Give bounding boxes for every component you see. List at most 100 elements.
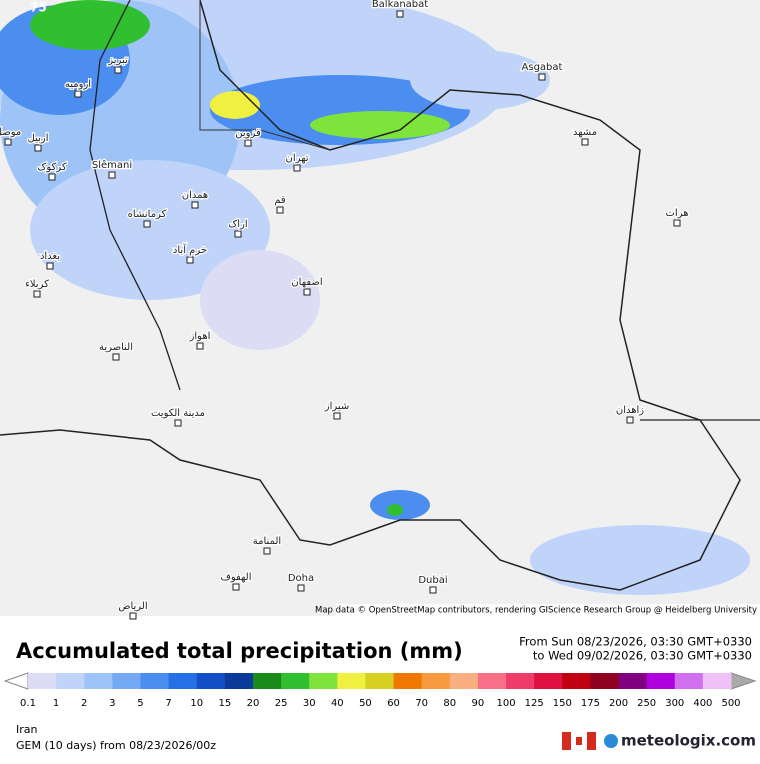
city-label: بغداد [40, 251, 60, 262]
city-label: مدينة الكويت [151, 408, 205, 419]
model-info: GEM (10 days) from 08/23/2026/00z [16, 739, 216, 752]
corner-value: 75 [30, 1, 47, 15]
city-label: Slêmani [92, 159, 132, 171]
scale-label: 250 [637, 698, 656, 709]
scale-label: 200 [609, 698, 628, 709]
color-swatch [196, 673, 226, 689]
color-swatch [281, 673, 310, 689]
color-swatch [534, 673, 563, 689]
scale-label: 30 [303, 698, 316, 709]
city-label: تبریز [107, 55, 128, 66]
city-marker [244, 139, 252, 147]
scale-label: 5 [137, 698, 143, 709]
color-swatch [618, 673, 648, 689]
city-marker [303, 288, 311, 296]
city-marker [581, 138, 589, 146]
scale-label: 500 [721, 698, 740, 709]
legend-title: Accumulated total precipitation (mm) [16, 639, 463, 663]
city-label: مشهد [573, 127, 597, 138]
city-label: قم [274, 195, 286, 206]
city-label: المنامة [253, 536, 281, 547]
city-label: Dubai [418, 575, 447, 586]
city-marker [48, 173, 56, 181]
city-marker [46, 262, 54, 270]
color-swatch [477, 673, 507, 689]
city-label: تهران [285, 153, 308, 164]
city-marker [74, 90, 82, 98]
city-label: کرمانشاه [128, 209, 167, 220]
scale-label: 15 [218, 698, 231, 709]
city-marker [112, 353, 120, 361]
city-marker [196, 342, 204, 350]
color-swatch [421, 673, 451, 689]
city-marker [191, 201, 199, 209]
period-to: to Wed 09/02/2026, 03:30 GMT+0330 [533, 649, 752, 663]
scale-label: 175 [581, 698, 600, 709]
color-swatch [140, 673, 170, 689]
city-label: ارومیه [65, 79, 91, 90]
scale-label: 90 [472, 698, 485, 709]
scale-label: 3 [109, 698, 115, 709]
color-swatch [252, 673, 282, 689]
scale-label: 150 [553, 698, 572, 709]
city-label: قزوین [235, 128, 261, 139]
city-label: خرم آباد [173, 243, 207, 256]
color-swatch [393, 673, 423, 689]
city-marker [186, 256, 194, 264]
brand: meteologix.com [621, 732, 756, 750]
map: Map data © OpenStreetMap contributors, r… [0, 0, 760, 616]
scale-label: 100 [496, 698, 515, 709]
color-swatch [84, 673, 113, 689]
city-marker [293, 164, 301, 172]
city-marker [538, 73, 546, 81]
scale-label: 70 [415, 698, 428, 709]
city-label: موصل [0, 127, 21, 138]
scale-label: 1 [53, 698, 59, 709]
city-marker [34, 144, 42, 152]
city-marker [4, 138, 12, 146]
color-swatch [224, 673, 254, 689]
city-label: کربلاء [25, 279, 49, 290]
city-label: الناصرية [99, 342, 133, 353]
city-label: Doha [288, 573, 314, 584]
color-swatch [674, 673, 704, 689]
scale-label: 2 [81, 698, 87, 709]
city-marker [114, 66, 122, 74]
color-swatch [506, 673, 535, 689]
city-label: اربیل [28, 133, 49, 144]
scale-label: 10 [190, 698, 203, 709]
city-label: الهفوف [220, 572, 251, 583]
region: Iran [16, 723, 38, 736]
color-swatch [28, 673, 57, 689]
city-marker [673, 219, 681, 227]
city-label: هرات [666, 208, 689, 219]
color-swatch [56, 673, 85, 689]
scale-label: 60 [387, 698, 400, 709]
city-marker [174, 419, 182, 427]
color-swatch [562, 673, 591, 689]
scale-label: 40 [331, 698, 344, 709]
city-label: Asgabat [522, 62, 563, 73]
city-marker [626, 416, 634, 424]
city-label: اصفهان [291, 277, 322, 288]
scale-label: 125 [525, 698, 544, 709]
city-marker [429, 586, 437, 594]
period-from: From Sun 08/23/2026, 03:30 GMT+0330 [519, 635, 752, 649]
city-marker [143, 220, 151, 228]
scale-label: 300 [665, 698, 684, 709]
scale-label: 20 [247, 698, 260, 709]
city-label: کرکوک [37, 162, 66, 173]
city-marker [129, 612, 137, 620]
scale-label: 25 [275, 698, 288, 709]
city-label: زاهدان [616, 405, 644, 416]
city-marker [263, 547, 271, 555]
color-swatch [646, 673, 676, 689]
city-marker [234, 230, 242, 238]
city-label: الرياض [118, 601, 147, 612]
city-label: Balkanabat [372, 0, 428, 10]
scale-label: 400 [693, 698, 712, 709]
city-marker [333, 412, 341, 420]
city-marker [108, 171, 116, 179]
